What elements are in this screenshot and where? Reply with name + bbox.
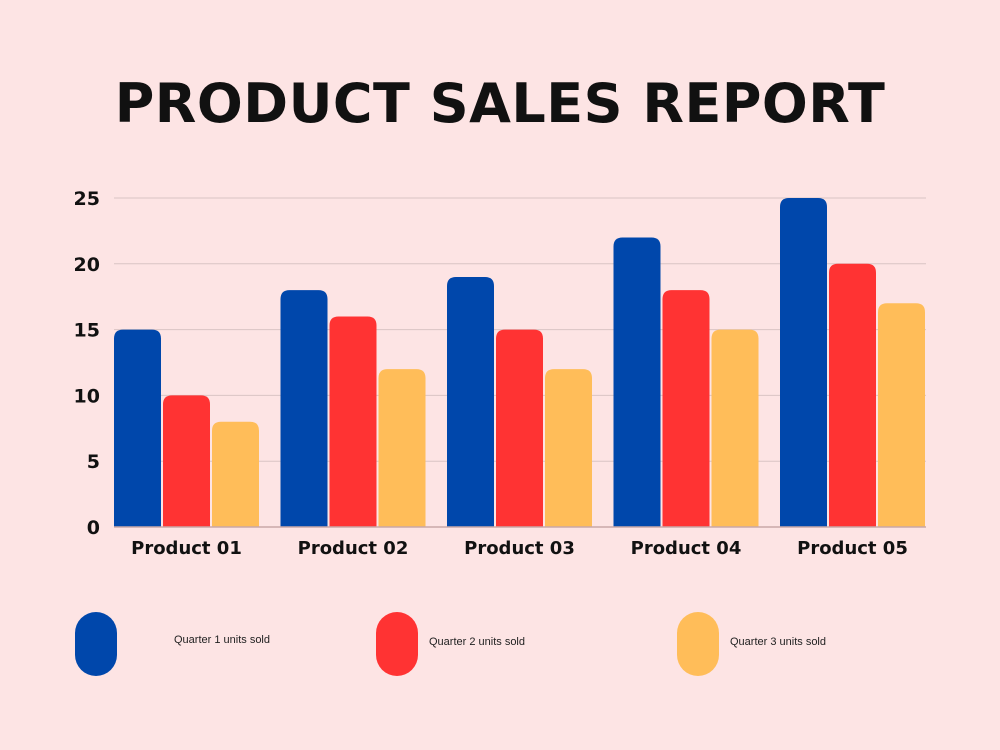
bar-product-04-q1	[613, 237, 661, 528]
y-tick-label-15: 15	[74, 320, 100, 342]
x-tick-label-3: Product 03	[464, 538, 575, 559]
bar-chart: 0 5 10 15 20 25 Product 01 Product 02 Product 03…	[74, 188, 926, 559]
legend-swatch-q2	[376, 612, 418, 676]
bar-product-04-q2	[662, 290, 710, 527]
bar-product-01-q2	[163, 395, 210, 527]
bar-product-04-q3	[711, 329, 759, 527]
bar-product-01-q3	[212, 421, 259, 527]
bar-product-02-q3	[378, 369, 426, 527]
x-tick-label-4: Product 04	[631, 538, 742, 559]
bar-product-01-q1	[114, 329, 161, 527]
legend-swatch-q3	[677, 612, 719, 676]
y-tick-label-10: 10	[74, 385, 100, 407]
bar-product-02-q2	[329, 316, 377, 527]
x-tick-label-1: Product 01	[131, 538, 242, 559]
legend-label-q2: Quarter 2 units sold	[429, 636, 525, 648]
y-tick-label-5: 5	[87, 451, 100, 473]
x-tick-label-5: Product 05	[797, 538, 908, 559]
legend-label-q1: Quarter 1 units sold	[174, 634, 270, 646]
y-tick-label-20: 20	[74, 254, 100, 276]
bar-product-05-q1	[780, 198, 827, 527]
bar-product-05-q3	[878, 303, 925, 527]
bar-product-03-q1	[447, 276, 494, 527]
legend-swatch-q1	[75, 612, 117, 676]
bar-product-03-q3	[545, 369, 592, 527]
bar-product-05-q2	[829, 263, 876, 527]
y-tick-label-25: 25	[74, 188, 100, 210]
bar-product-03-q2	[496, 329, 543, 527]
y-tick-label-0: 0	[87, 517, 100, 539]
legend-label-q3: Quarter 3 units sold	[730, 636, 826, 648]
bar-product-02-q1	[280, 290, 328, 527]
x-tick-label-2: Product 02	[298, 538, 409, 559]
page-title: PRODUCT SALES REPORT	[114, 72, 886, 135]
